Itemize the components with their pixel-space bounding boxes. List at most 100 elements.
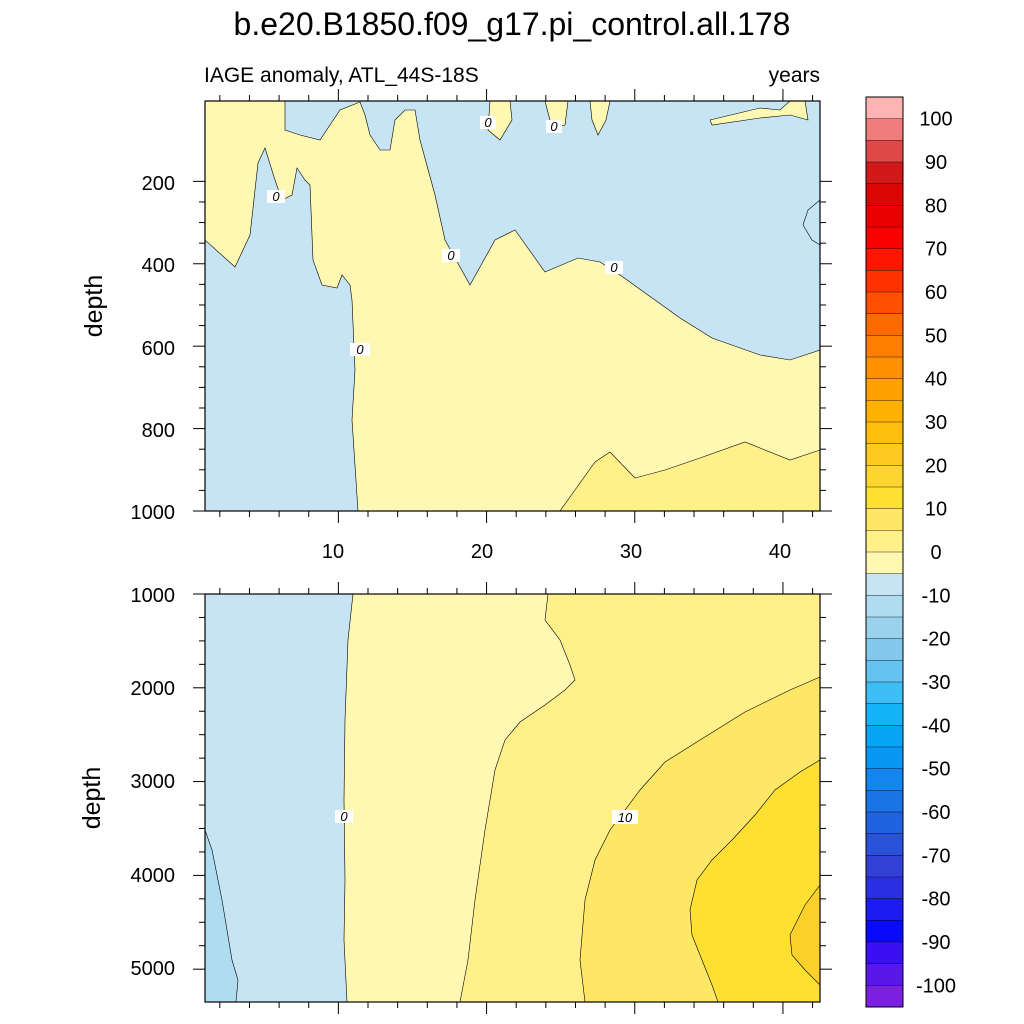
colorbar-label: 100 (919, 109, 952, 131)
colorbar-label: 30 (925, 412, 947, 434)
colorbar-swatch (865, 725, 904, 748)
colorbar-swatch (865, 443, 904, 466)
svg-text:0: 0 (272, 189, 280, 204)
lower-panel: 0 10 1000 2000 3000 4000 5000 depth (78, 582, 832, 1014)
colorbar-swatch (865, 638, 904, 661)
colorbar-label: -40 (922, 715, 951, 737)
colorbar-swatch (865, 291, 904, 315)
y-tick-label: 800 (142, 420, 175, 442)
colorbar-label: 70 (925, 239, 947, 261)
x-tick-label: 30 (620, 541, 642, 563)
colorbar-label: 90 (925, 152, 947, 174)
colorbar-label: -10 (922, 585, 951, 607)
upper-y-axis-label: depth (80, 275, 108, 338)
colorbar-swatch (865, 551, 904, 575)
colorbar-swatch (865, 703, 904, 726)
colorbar-label: -80 (922, 889, 951, 911)
svg-text:0: 0 (550, 119, 558, 134)
contour-label: 0 (442, 248, 460, 263)
colorbar-swatch (865, 465, 904, 488)
colorbar-swatch (865, 573, 904, 596)
contour-label: 0 (546, 119, 562, 134)
colorbar-label: 40 (925, 369, 947, 391)
colorbar-swatch (865, 833, 904, 856)
colorbar-swatch (865, 421, 904, 445)
y-tick-label: 3000 (131, 771, 176, 793)
colorbar-swatch (865, 811, 904, 835)
colorbar-swatch (865, 313, 904, 336)
lower-positive-15-region (689, 759, 821, 1003)
colorbar-swatch (865, 855, 904, 878)
colorbar-swatch (865, 226, 904, 250)
y-tick-label: 400 (142, 255, 175, 277)
colorbar-label: 0 (930, 542, 941, 564)
svg-text:0: 0 (340, 809, 348, 824)
contour-label: 0 (335, 809, 353, 824)
contour-label: 0 (480, 115, 496, 130)
chart-title: b.e20.B1850.f09_g17.pi_control.all.178 (234, 6, 791, 42)
colorbar-label: 10 (925, 499, 947, 521)
svg-text:0: 0 (484, 115, 492, 130)
contour-label: 0 (350, 342, 370, 357)
chart-subtitle-left: IAGE anomaly, ATL_44S-18S (204, 64, 479, 87)
colorbar-swatch (865, 118, 904, 141)
colorbar-swatch (865, 616, 904, 640)
upper-y-tick-labels: 200 400 600 800 1000 (131, 173, 176, 524)
x-tick-label: 20 (471, 541, 493, 563)
colorbar-swatch (865, 920, 904, 943)
y-tick-label: 2000 (131, 678, 176, 700)
colorbar-label: -50 (922, 759, 951, 781)
lower-y-tick-labels: 1000 2000 3000 4000 5000 (131, 585, 176, 980)
colorbar-swatch (865, 876, 904, 900)
upper-negative-top-region (284, 100, 821, 361)
colorbar-swatch (865, 486, 904, 510)
upper-plot-frame (204, 100, 821, 512)
colorbar-swatch (865, 400, 904, 423)
colorbar-swatch (865, 530, 904, 553)
lower-contour-labels: 0 10 (335, 809, 638, 825)
colorbar-swatch (865, 985, 904, 1008)
colorbar-swatch (865, 595, 904, 618)
upper-positive-island (709, 100, 809, 126)
svg-text:0: 0 (447, 248, 455, 263)
colorbar-label: 20 (925, 455, 947, 477)
colorbar-swatch (865, 898, 904, 921)
lower-y-axis-label: depth (78, 767, 106, 830)
colorbar-swatch (865, 790, 904, 813)
colorbar-label: -100 (916, 975, 956, 997)
colorbar-swatches (865, 96, 904, 1008)
colorbar-label: 80 (925, 195, 947, 217)
colorbar-swatch (865, 140, 904, 163)
y-tick-label: 1000 (131, 502, 176, 524)
colorbar-swatch (865, 768, 904, 791)
colorbar-labels: 1009080706050403020100-10-20-30-40-50-60… (916, 109, 956, 998)
colorbar-swatch (865, 205, 904, 228)
colorbar-swatch (865, 356, 904, 380)
lower-plot-frame (204, 593, 821, 1003)
colorbar-swatch (865, 746, 904, 770)
colorbar-swatch (865, 508, 904, 531)
colorbar-label: 60 (925, 282, 947, 304)
x-tick-label: 10 (322, 541, 344, 563)
contour-label: 10 (612, 810, 638, 825)
colorbar-swatch (865, 270, 904, 293)
colorbar-swatch (865, 335, 904, 358)
svg-text:10: 10 (618, 810, 633, 825)
svg-text:0: 0 (356, 342, 364, 357)
y-tick-label: 4000 (131, 865, 176, 887)
colorbar-label: -30 (922, 672, 951, 694)
y-tick-label: 5000 (131, 958, 176, 980)
lower-tick-marks (193, 582, 832, 1014)
colorbar-swatch (865, 681, 904, 705)
upper-negative-left-region (204, 147, 359, 512)
colorbar-swatch (865, 161, 904, 185)
colorbar-label: -20 (922, 629, 951, 651)
contour-label: 0 (605, 260, 623, 275)
svg-text:0: 0 (610, 260, 618, 275)
y-tick-label: 600 (142, 338, 175, 360)
upper-contour-labels: 0 0 0 0 0 0 (267, 115, 623, 357)
y-tick-label: 1000 (131, 585, 176, 607)
colorbar: 1009080706050403020100-10-20-30-40-50-60… (865, 96, 956, 1008)
colorbar-frame (865, 96, 904, 1008)
